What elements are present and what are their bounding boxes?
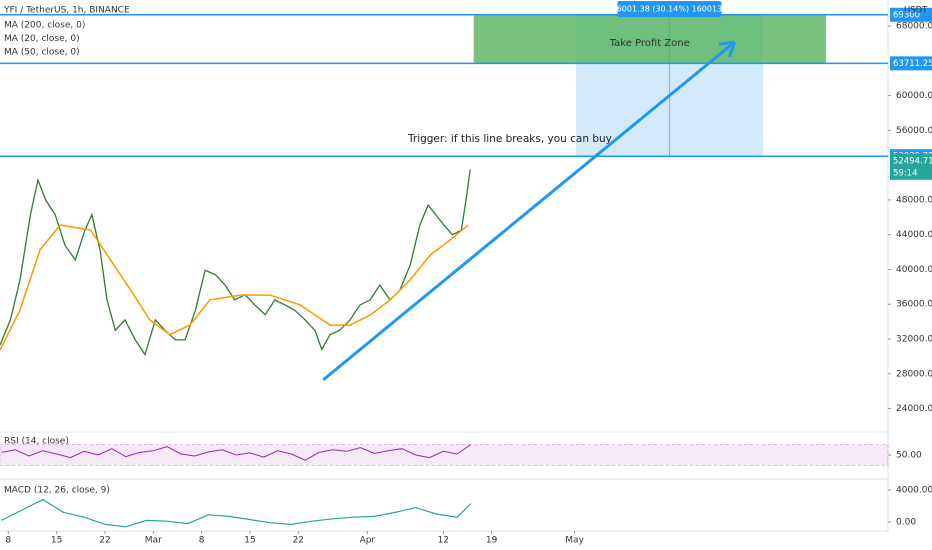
x-tick-label: Mar [145, 536, 162, 546]
x-tick-label: May [565, 536, 584, 546]
ma-line [0, 224, 469, 351]
x-tick-label: 12 [438, 536, 449, 546]
level-label: 69300 [893, 10, 920, 20]
level-label: 63711.25 [893, 59, 932, 69]
last-price-bg [890, 153, 932, 180]
range-label: 16001.38 (30.14%) 1600138 [612, 5, 728, 14]
trend-arrow [322, 40, 736, 382]
x-tick-label: 8 [5, 536, 11, 546]
y-tick-label: 36000.00 [896, 300, 932, 310]
rsi-title: RSI (14, close) [4, 437, 69, 447]
y-tick-label: 48000.00 [896, 195, 932, 205]
legend-item: MA (20, close, 0) [4, 34, 80, 44]
x-tick-label: Apr [360, 536, 376, 546]
arrow-head [718, 40, 735, 46]
x-tick-label: 15 [51, 536, 62, 546]
macd-title: MACD (12, 26, close, 9) [4, 486, 110, 496]
trigger-text: Trigger: if this line breaks, you can bu… [407, 133, 612, 145]
x-tick-label: 22 [293, 536, 304, 546]
chart-title: YFI / TetherUS, 1h, BINANCE [3, 6, 130, 16]
y-tick-label: 68000.00 [896, 22, 932, 32]
range-label-bg [617, 1, 722, 17]
y-tick-label: 60000.00 [896, 91, 932, 101]
last-price: 52494.71 [893, 156, 932, 166]
x-tick-label: 15 [244, 536, 255, 546]
rsi-line [1, 444, 472, 461]
arrow-head [727, 41, 737, 58]
level-label-bg [890, 56, 932, 71]
take-profit-label: Take Profit Zone [609, 38, 690, 49]
price-line [0, 169, 471, 357]
currency: USDT [904, 6, 928, 16]
x-tick-label: 19 [486, 536, 498, 546]
rsi-band [0, 444, 889, 466]
legend-item: MA (200, close, 0) [4, 21, 85, 31]
macd-line [1, 498, 472, 528]
rsi-tick-label: 50.00 [896, 451, 922, 461]
macd-tick-label: 4000.00 [896, 486, 932, 496]
y-tick-label: 24000.00 [896, 404, 932, 414]
level-label-bg [890, 7, 932, 22]
y-tick-label: 28000.00 [896, 369, 932, 379]
x-tick-label: 8 [199, 536, 205, 546]
x-tick-label: 22 [99, 536, 110, 546]
y-tick-label: 40000.00 [896, 265, 932, 275]
countdown: 59:14 [893, 168, 918, 178]
y-tick-label: 44000.00 [896, 230, 932, 240]
take-profit-zone [473, 14, 826, 64]
macd-tick-label: 0.00 [896, 518, 916, 528]
legend-item: MA (50, close, 0) [4, 48, 80, 58]
y-tick-label: 32000.00 [896, 334, 932, 344]
y-tick-label: 56000.00 [896, 126, 932, 136]
